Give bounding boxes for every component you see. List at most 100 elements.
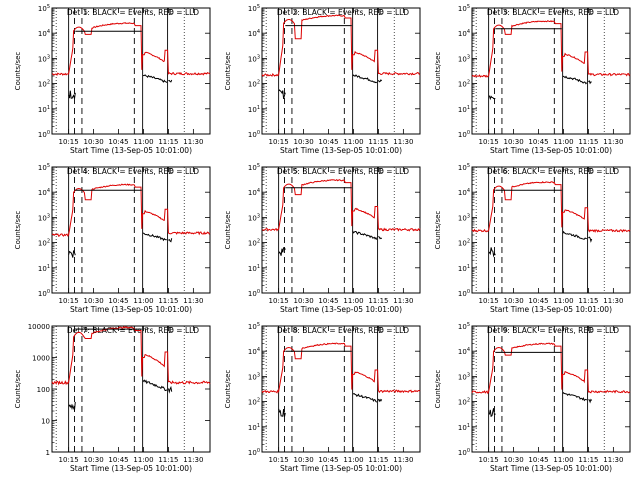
x-tick-label: 10:30 xyxy=(83,456,103,464)
y-tick-label: 101 xyxy=(248,264,260,273)
x-tick-label: 11:30 xyxy=(393,456,413,464)
y-axis-label: Counts/sec xyxy=(224,52,232,91)
x-tick-label: 10:45 xyxy=(528,138,548,146)
marker-letter: S xyxy=(294,327,298,334)
x-tick-label: 11:00 xyxy=(343,138,363,146)
events-series-line xyxy=(562,230,587,240)
x-tick-label: 10:30 xyxy=(293,456,313,464)
events-series-line xyxy=(377,398,383,403)
y-tick-label: 105 xyxy=(248,4,260,13)
y-tick-label: 101 xyxy=(458,423,470,432)
y-tick-label: 10 xyxy=(41,418,50,426)
y-tick-label: 105 xyxy=(458,322,470,331)
plot-frame xyxy=(471,325,631,453)
y-axis-label: Counts/sec xyxy=(224,370,232,409)
y-axis-label: Counts/sec xyxy=(14,52,22,91)
marker-letter: E xyxy=(590,327,594,334)
marker-letter: I xyxy=(71,168,73,175)
y-tick-label: 102 xyxy=(38,239,50,248)
events-series-line xyxy=(278,408,286,417)
marker-letter: S xyxy=(294,168,298,175)
plot-frame xyxy=(261,325,421,453)
lld-series-line xyxy=(471,181,631,233)
marker-letter: E xyxy=(380,168,384,175)
events-series-line xyxy=(278,247,286,256)
x-tick-label: 10:30 xyxy=(293,138,313,146)
marker-letter: E xyxy=(590,9,594,16)
y-tick-label: 102 xyxy=(248,80,260,89)
events-series-line xyxy=(562,75,588,85)
x-tick-label: 10:45 xyxy=(318,138,338,146)
y-tick-label: 100 xyxy=(458,289,470,298)
marker-letter: S xyxy=(84,327,88,334)
y-tick-label: 104 xyxy=(458,188,470,197)
y-tick-label: 100 xyxy=(248,448,260,457)
y-tick-label: 104 xyxy=(248,188,260,197)
marker-letter: F xyxy=(565,9,569,16)
marker-letter: I xyxy=(491,168,493,175)
y-tick-label: 103 xyxy=(458,54,470,63)
x-tick-label: 11:15 xyxy=(578,297,598,305)
x-axis-label: Start Time (13-Sep-05 10:01:00) xyxy=(280,305,402,314)
marker-letter: S xyxy=(504,168,508,175)
x-tick-label: 10:45 xyxy=(108,456,128,464)
x-axis-label: Start Time (13-Sep-05 10:01:00) xyxy=(490,146,612,155)
x-tick-label: 10:15 xyxy=(269,138,289,146)
plot-frame xyxy=(471,7,631,135)
y-tick-label: 105 xyxy=(38,4,50,13)
y-tick-label: 103 xyxy=(38,213,50,222)
chart-panel-det-2: Det 2: BLACK = Events, RED = LLD 100 101 10… xyxy=(224,4,421,155)
marker-letter: I xyxy=(281,168,283,175)
marker-letter: I xyxy=(491,327,493,334)
lld-series-line xyxy=(51,325,211,386)
events-series-line xyxy=(588,80,592,85)
y-tick-label: 104 xyxy=(458,29,470,38)
x-tick-label: 11:30 xyxy=(603,297,623,305)
chart-panel-det-3: Det 3: BLACK = Events, RED = LLD 100 101 10… xyxy=(434,4,631,155)
events-series-line xyxy=(378,236,383,240)
chart-panel-det-7: Det 7: BLACK = Events, RED = LLD 1 10 100 10… xyxy=(14,323,211,473)
x-tick-label: 10:30 xyxy=(503,297,523,305)
y-tick-label: 100 xyxy=(458,130,470,139)
x-tick-label: 10:15 xyxy=(269,297,289,305)
x-tick-label: 10:45 xyxy=(528,456,548,464)
x-tick-label: 11:15 xyxy=(158,456,178,464)
y-tick-label: 104 xyxy=(458,347,470,356)
chart-title: Det 5: BLACK = Events, RED = LLD xyxy=(277,167,409,176)
x-tick-label: 11:30 xyxy=(603,138,623,146)
y-tick-label: 101 xyxy=(458,105,470,114)
marker-letter: E xyxy=(590,168,594,175)
events-series-line xyxy=(142,74,168,83)
x-axis-label: Start Time (13-Sep-05 10:01:00) xyxy=(490,464,612,473)
marker-letter: I xyxy=(71,327,73,334)
marker-letter: F xyxy=(355,168,359,175)
events-series-line xyxy=(167,385,173,394)
y-tick-label: 104 xyxy=(248,29,260,38)
marker-letter: F xyxy=(565,168,569,175)
x-axis-label: Start Time (13-Sep-05 10:01:00) xyxy=(70,305,192,314)
y-tick-label: 104 xyxy=(248,347,260,356)
chart-title: Det 2: BLACK = Events, RED = LLD xyxy=(277,8,409,17)
events-series-line xyxy=(68,90,76,99)
x-tick-label: 10:30 xyxy=(83,297,103,305)
x-tick-label: 11:00 xyxy=(553,297,573,305)
x-tick-label: 11:15 xyxy=(578,138,598,146)
marker-letter: E xyxy=(170,327,174,334)
events-series-line xyxy=(168,238,173,243)
lld-series-line xyxy=(51,183,211,237)
x-tick-label: 11:30 xyxy=(183,138,203,146)
marker-letter: S xyxy=(84,168,88,175)
x-tick-label: 10:15 xyxy=(479,297,499,305)
x-tick-label: 11:15 xyxy=(158,138,178,146)
y-tick-label: 105 xyxy=(248,163,260,172)
x-tick-label: 10:45 xyxy=(318,297,338,305)
x-tick-label: 11:00 xyxy=(133,297,153,305)
x-tick-label: 10:15 xyxy=(59,456,79,464)
y-tick-label: 100 xyxy=(248,130,260,139)
y-tick-label: 100 xyxy=(248,289,260,298)
x-tick-label: 11:15 xyxy=(158,297,178,305)
y-tick-label: 100 xyxy=(38,289,50,298)
marker-letter: F xyxy=(355,327,359,334)
events-series-line xyxy=(488,408,496,418)
x-tick-label: 11:00 xyxy=(343,456,363,464)
